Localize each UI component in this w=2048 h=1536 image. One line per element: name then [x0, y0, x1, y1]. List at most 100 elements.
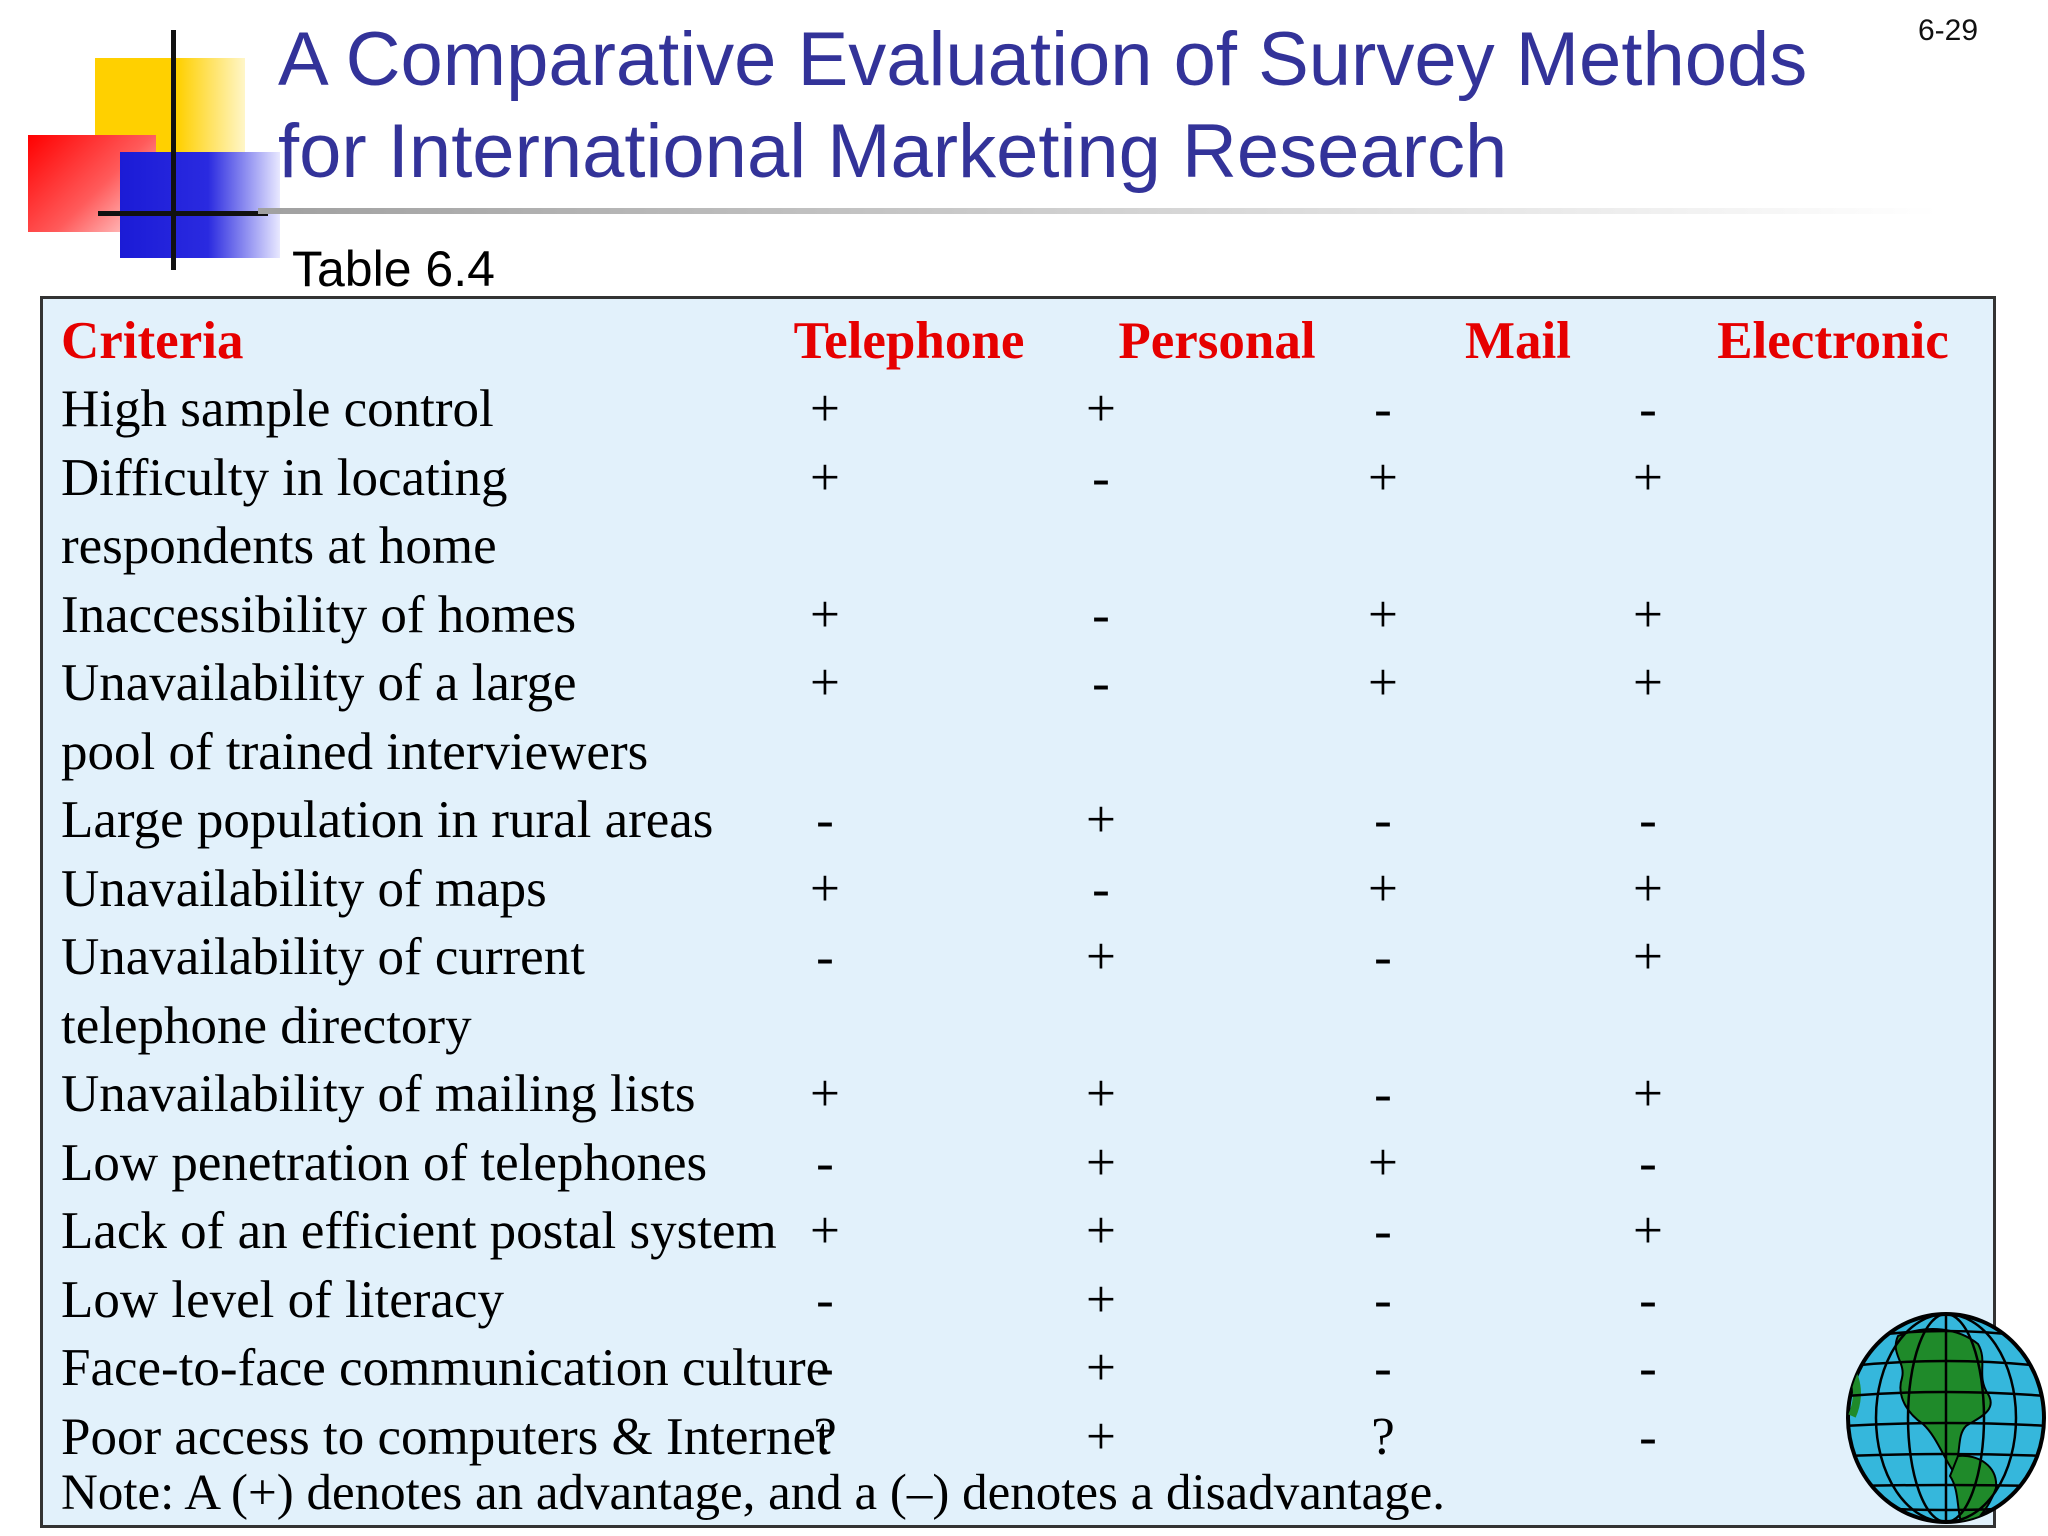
criteria-cell: telephone directory [61, 996, 472, 1055]
table-row: Inaccessibility of homes + - + + [43, 581, 1993, 649]
telephone-cell: - [816, 1133, 834, 1192]
blue-square [120, 152, 280, 258]
criteria-cell: pool of trained interviewers [61, 722, 649, 781]
personal-cell: + [1086, 1339, 1116, 1397]
electronic-cell: - [1639, 1407, 1657, 1466]
personal-cell: + [1086, 928, 1116, 986]
mail-cell: - [1374, 1202, 1392, 1260]
header-criteria: Criteria [61, 312, 244, 370]
personal-cell: - [1092, 448, 1110, 507]
mail-cell: - [1374, 1339, 1392, 1397]
telephone-cell: + [810, 448, 840, 507]
mail-cell: ? [1371, 1407, 1395, 1466]
personal-cell: - [1092, 654, 1110, 712]
mail-cell: + [1368, 859, 1398, 918]
table-row: Unavailability of a large + - + + [43, 649, 1993, 717]
electronic-cell: + [1633, 1202, 1663, 1260]
electronic-cell: - [1639, 380, 1657, 438]
telephone-cell: + [810, 859, 840, 918]
title-divider [258, 208, 1938, 214]
criteria-cell: Low level of literacy [61, 1270, 504, 1329]
telephone-cell: - [816, 1339, 834, 1397]
table-row: Poor access to computers & Internet? +? - [43, 1403, 1993, 1471]
electronic-cell: + [1633, 654, 1663, 712]
mail-cell: - [1374, 380, 1392, 438]
mail-cell: - [1374, 1065, 1392, 1123]
personal-cell: + [1086, 1270, 1116, 1329]
telephone-cell: + [810, 654, 840, 712]
mail-cell: - [1374, 791, 1392, 849]
slide-number: 6-29 [1918, 14, 1979, 47]
table-row: Low penetration of telephones - + + - [43, 1129, 1993, 1197]
telephone-cell: + [810, 1065, 840, 1123]
criteria-cell: Unavailability of a large [61, 654, 577, 712]
logo-horizontal-line [98, 211, 268, 216]
table-row: telephone directory [43, 992, 1993, 1060]
title-line-1: A Comparative Evaluation of Survey Metho… [278, 17, 1808, 102]
personal-cell: + [1086, 1407, 1116, 1466]
telephone-cell: + [810, 585, 840, 644]
electronic-cell: - [1639, 1133, 1657, 1192]
mail-cell: - [1374, 928, 1392, 986]
slide-title: A Comparative Evaluation of Survey Metho… [278, 14, 1918, 198]
header-personal: Personal [1118, 312, 1316, 370]
title-line-2: for International Marketing Research [278, 109, 1508, 194]
personal-cell: + [1086, 1065, 1116, 1123]
telephone-cell: - [816, 928, 834, 986]
electronic-cell: - [1639, 791, 1657, 849]
logo-vertical-line [171, 30, 176, 270]
table-row: Face-to-face communication culture - + - - [43, 1334, 1993, 1402]
slide-logo [0, 0, 300, 280]
table-row: pool of trained interviewers [43, 718, 1993, 786]
electronic-cell: + [1633, 928, 1663, 986]
criteria-cell: Difficulty in locating [61, 448, 508, 507]
mail-cell: + [1368, 654, 1398, 712]
electronic-cell: - [1639, 1339, 1657, 1397]
table-row: High sample control + + - - [43, 375, 1993, 443]
telephone-cell: + [810, 380, 840, 438]
criteria-cell: Unavailability of maps [61, 859, 547, 918]
criteria-cell: Unavailability of current [61, 928, 585, 986]
criteria-cell: Low penetration of telephones [61, 1133, 708, 1192]
electronic-cell: + [1633, 585, 1663, 644]
personal-cell: + [1086, 791, 1116, 849]
telephone-cell: ? [813, 1407, 837, 1466]
criteria-cell: Large population in rural areas [61, 791, 714, 849]
globe-icon [1846, 1312, 2046, 1524]
personal-cell: + [1086, 1202, 1116, 1260]
telephone-cell: - [816, 791, 834, 849]
table-row: respondents at home [43, 512, 1993, 580]
electronic-cell: - [1639, 1270, 1657, 1329]
table-row: Lack of an efficient postal system + + - + [43, 1197, 1993, 1265]
table-row: Low level of literacy - + - - [43, 1266, 1993, 1334]
criteria-cell: High sample control [61, 380, 494, 438]
personal-cell: + [1086, 1133, 1116, 1192]
table-row: Unavailability of current - + - + [43, 923, 1993, 991]
electronic-cell: + [1633, 448, 1663, 507]
table-label: Table 6.4 [292, 241, 495, 297]
comparison-table: Criteria Telephone Personal Mail Electro… [40, 296, 1996, 1528]
mail-cell: + [1368, 585, 1398, 644]
telephone-cell: + [810, 1202, 840, 1260]
header-mail: Mail [1465, 312, 1571, 370]
table-header-row: Criteria Telephone Personal Mail Electro… [43, 307, 1993, 375]
header-telephone: Telephone [793, 312, 1025, 370]
electronic-cell: + [1633, 859, 1663, 918]
criteria-cell: Inaccessibility of homes [61, 585, 577, 644]
table-note: Note: A (+) denotes an advantage, and a … [61, 1465, 1446, 1521]
table-row: Unavailability of maps + - + + [43, 855, 1993, 923]
header-electronic: Electronic [1717, 312, 1949, 370]
criteria-cell: respondents at home [61, 517, 497, 575]
mail-cell: + [1368, 1133, 1398, 1192]
table-row: Unavailability of mailing lists + + - + [43, 1060, 1993, 1128]
criteria-cell: Poor access to computers & Internet [61, 1407, 831, 1466]
criteria-cell: Unavailability of mailing lists [61, 1065, 696, 1123]
mail-cell: - [1374, 1270, 1392, 1329]
personal-cell: - [1092, 585, 1110, 644]
telephone-cell: - [816, 1270, 834, 1329]
table-row: Difficulty in locating + - + + [43, 444, 1993, 512]
personal-cell: - [1092, 859, 1110, 918]
criteria-cell: Lack of an efficient postal system [61, 1202, 777, 1260]
personal-cell: + [1086, 380, 1116, 438]
electronic-cell: + [1633, 1065, 1663, 1123]
